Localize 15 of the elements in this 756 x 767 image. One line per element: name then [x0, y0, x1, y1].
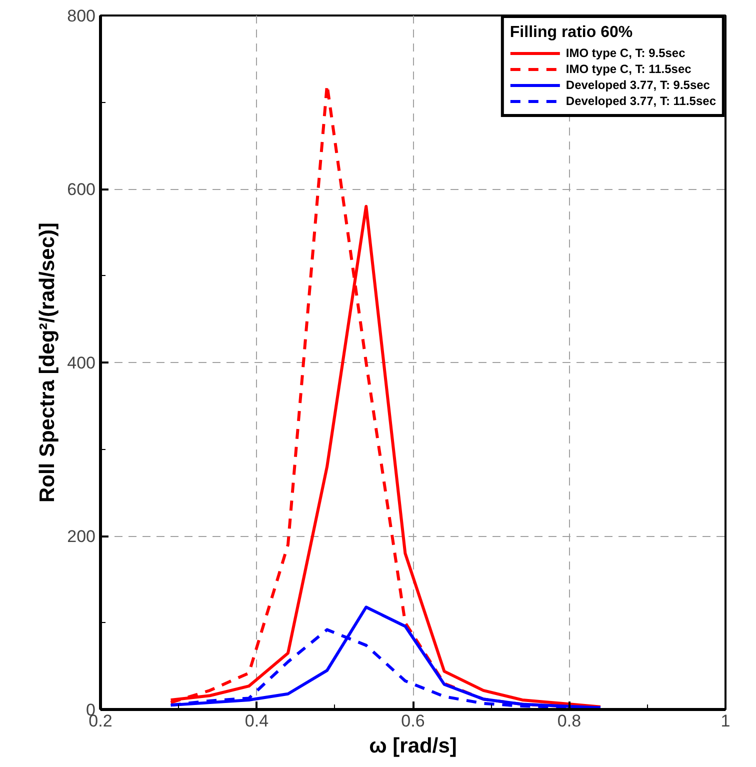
x-tick-label: 0.8 — [557, 712, 582, 730]
x-axis-title: ω [rad/s] — [369, 734, 457, 758]
x-tick-label: 0.4 — [244, 712, 269, 730]
legend-label: IMO type C, T: 9.5sec — [566, 46, 686, 60]
y-axis-title: Roll Spectra [deg²/(rad/sec)] — [36, 222, 60, 503]
legend-label: Developed 3.77, T: 11.5sec — [566, 94, 716, 108]
legend-label: Developed 3.77, T: 9.5sec — [566, 78, 710, 92]
y-tick-label: 200 — [67, 527, 96, 546]
x-tick-label: 1 — [720, 712, 730, 730]
y-tick-label: 800 — [67, 6, 96, 26]
legend-label: IMO type C, T: 11.5sec — [566, 62, 692, 76]
legend-title: Filling ratio 60% — [510, 24, 634, 42]
x-tick-label: 0.6 — [401, 712, 425, 730]
y-tick-label: 400 — [67, 354, 96, 372]
y-tick-label: 600 — [67, 180, 96, 199]
